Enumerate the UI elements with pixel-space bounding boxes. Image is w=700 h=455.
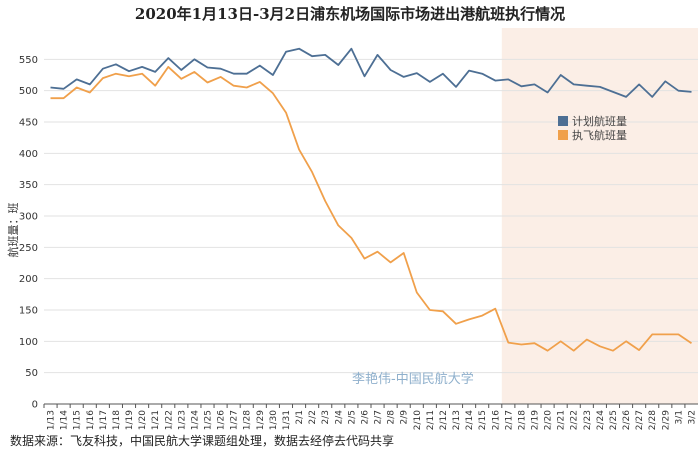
x-tick-label: 2/11 bbox=[426, 410, 436, 430]
x-tick-label: 1/14 bbox=[60, 410, 70, 430]
x-tick-label: 2/18 bbox=[517, 410, 527, 430]
legend-label-planned: 计划航班量 bbox=[572, 114, 627, 128]
series-line-planned bbox=[50, 47, 692, 98]
y-tick-label: 200 bbox=[19, 274, 38, 285]
x-tick-label: 2/12 bbox=[439, 410, 449, 430]
legend-label-executed: 执飞航班量 bbox=[572, 128, 627, 142]
y-tick-labels: 0 50 100 150 200 250 300 350 400 450 500 550 bbox=[19, 55, 38, 411]
x-tick-label: 1/22 bbox=[164, 410, 174, 430]
x-tick-label: 2/28 bbox=[648, 410, 658, 430]
x-tick-label: 2/20 bbox=[544, 410, 554, 430]
x-tick-label: 1/21 bbox=[151, 410, 161, 430]
legend: 计划航班量 执飞航班量 bbox=[558, 114, 627, 142]
y-tick-label: 450 bbox=[19, 118, 38, 129]
x-tick-label: 2/5 bbox=[347, 410, 357, 424]
x-tick-label: 1/24 bbox=[190, 410, 200, 430]
x-tick-label: 1/15 bbox=[73, 410, 83, 430]
x-tick-label: 2/15 bbox=[478, 410, 488, 430]
x-tick-label: 2/14 bbox=[465, 410, 475, 430]
x-tick-label: 2/6 bbox=[360, 410, 370, 425]
legend-swatch-executed bbox=[558, 130, 568, 140]
x-tick-label: 2/7 bbox=[374, 410, 384, 424]
series-line-executed bbox=[50, 66, 693, 352]
x-tick-label: 2/23 bbox=[583, 410, 593, 430]
x-tick-label: 1/19 bbox=[125, 410, 135, 430]
y-tick-label: 250 bbox=[19, 243, 38, 254]
x-tick-label: 2/24 bbox=[596, 410, 606, 430]
x-tick-label: 1/30 bbox=[269, 410, 279, 430]
x-tick-label: 2/26 bbox=[622, 410, 632, 430]
y-tick-label: 400 bbox=[19, 149, 38, 160]
legend-swatch-planned bbox=[558, 116, 568, 126]
x-tick-label: 2/1 bbox=[295, 410, 305, 424]
x-tick-label: 1/26 bbox=[217, 410, 227, 430]
x-tick-label: 2/8 bbox=[387, 410, 397, 425]
x-tick-label: 2/9 bbox=[400, 410, 410, 425]
x-tick-label: 2/21 bbox=[557, 410, 567, 430]
series-lines bbox=[50, 47, 693, 352]
y-tick-label: 550 bbox=[19, 55, 38, 66]
y-tick-label: 50 bbox=[25, 368, 38, 379]
x-tick-label: 1/23 bbox=[177, 410, 187, 430]
y-axis-label: 航班量：班 bbox=[6, 203, 20, 258]
x-tick-label: 2/27 bbox=[635, 410, 645, 430]
x-tick-labels: 1/13 1/14 1/15 1/16 1/17 1/18 1/19 1/20 1/21 1/22… bbox=[47, 410, 698, 430]
x-tick-label: 2/19 bbox=[531, 410, 541, 430]
x-tick-label: 2/2 bbox=[308, 410, 318, 424]
x-tick-label: 1/31 bbox=[282, 410, 292, 430]
x-tick-label: 2/4 bbox=[334, 410, 344, 425]
x-tick-label: 2/16 bbox=[491, 410, 501, 430]
x-tick-label: 1/28 bbox=[243, 410, 253, 430]
x-tick-label: 1/25 bbox=[204, 410, 214, 430]
x-tick-label: 2/10 bbox=[413, 410, 423, 430]
x-tick-label: 1/20 bbox=[138, 410, 148, 430]
x-tick-label: 1/16 bbox=[86, 410, 96, 430]
y-tick-label: 350 bbox=[19, 180, 38, 191]
y-tick-label: 300 bbox=[19, 212, 38, 223]
y-tick-label: 500 bbox=[19, 86, 38, 97]
watermark-text: 李艳伟-中国民航大学 bbox=[352, 371, 474, 387]
x-tick-label: 2/22 bbox=[570, 410, 580, 430]
x-tick-label: 3/2 bbox=[687, 410, 697, 424]
x-tick-label: 2/13 bbox=[452, 410, 462, 430]
axes bbox=[43, 403, 698, 408]
source-note: 数据来源：飞友科技，中国民航大学课题组处理，数据去经停去代码共享 bbox=[10, 434, 395, 448]
x-tick-label: 3/1 bbox=[674, 410, 684, 424]
x-tick-label: 1/27 bbox=[230, 410, 240, 430]
y-tick-label: 100 bbox=[19, 337, 38, 348]
chart-title: 2020年1月13日-3月2日浦东机场国际市场进出港航班执行情况 bbox=[134, 5, 566, 23]
x-tick-label: 1/18 bbox=[112, 410, 122, 430]
x-tick-label: 1/29 bbox=[256, 410, 266, 430]
x-tick-label: 2/3 bbox=[321, 410, 331, 424]
x-tick-label: 1/17 bbox=[99, 410, 109, 430]
x-tick-label: 2/17 bbox=[504, 410, 514, 430]
gridlines bbox=[44, 58, 698, 374]
y-tick-label: 150 bbox=[19, 306, 38, 317]
x-tick-label: 1/13 bbox=[47, 410, 57, 430]
y-tick-label: 0 bbox=[32, 400, 38, 411]
x-tick-label: 2/25 bbox=[609, 410, 619, 430]
x-tick-label: 2/29 bbox=[661, 410, 671, 430]
